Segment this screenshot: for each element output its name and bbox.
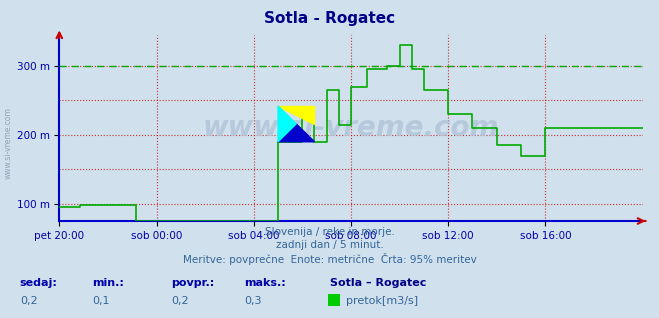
Text: povpr.:: povpr.: xyxy=(171,278,215,288)
Text: Meritve: povprečne  Enote: metrične  Črta: 95% meritev: Meritve: povprečne Enote: metrične Črta:… xyxy=(183,253,476,265)
Text: 0,2: 0,2 xyxy=(171,296,189,306)
Text: 0,1: 0,1 xyxy=(92,296,110,306)
Polygon shape xyxy=(278,106,314,124)
Polygon shape xyxy=(278,106,297,142)
Text: Sotla – Rogatec: Sotla – Rogatec xyxy=(330,278,426,288)
Text: pretok[m3/s]: pretok[m3/s] xyxy=(346,296,418,306)
Text: zadnji dan / 5 minut.: zadnji dan / 5 minut. xyxy=(275,240,384,250)
Polygon shape xyxy=(278,124,314,142)
Text: min.:: min.: xyxy=(92,278,124,288)
Text: Sotla - Rogatec: Sotla - Rogatec xyxy=(264,11,395,26)
Text: 0,2: 0,2 xyxy=(20,296,38,306)
Text: Slovenija / reke in morje.: Slovenija / reke in morje. xyxy=(264,227,395,237)
Text: sedaj:: sedaj: xyxy=(20,278,57,288)
Text: maks.:: maks.: xyxy=(244,278,285,288)
Text: www.si-vreme.com: www.si-vreme.com xyxy=(203,114,499,142)
Text: 0,3: 0,3 xyxy=(244,296,262,306)
Text: www.si-vreme.com: www.si-vreme.com xyxy=(3,107,13,179)
